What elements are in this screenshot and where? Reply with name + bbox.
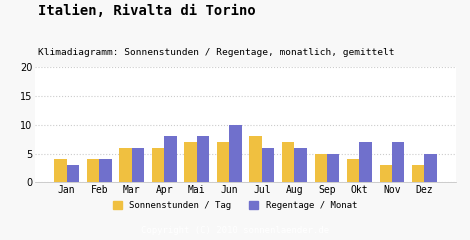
- Bar: [99, 159, 111, 182]
- Bar: [282, 142, 294, 182]
- Bar: [229, 125, 242, 182]
- Text: Copyright (C) 2010 sonnenlaender.de: Copyright (C) 2010 sonnenlaender.de: [141, 226, 329, 235]
- Bar: [164, 136, 177, 182]
- Bar: [380, 165, 392, 182]
- Bar: [250, 136, 262, 182]
- Bar: [424, 154, 437, 182]
- Bar: [55, 159, 67, 182]
- Text: Klimadiagramm: Sonnenstunden / Regentage, monatlich, gemittelt: Klimadiagramm: Sonnenstunden / Regentage…: [38, 48, 394, 57]
- Bar: [347, 159, 360, 182]
- Bar: [294, 148, 307, 182]
- Bar: [412, 165, 424, 182]
- Bar: [217, 142, 229, 182]
- Bar: [184, 142, 197, 182]
- Bar: [119, 148, 132, 182]
- Bar: [392, 142, 404, 182]
- Bar: [87, 159, 99, 182]
- Bar: [197, 136, 209, 182]
- Text: Italien, Rivalta di Torino: Italien, Rivalta di Torino: [38, 4, 255, 18]
- Bar: [314, 154, 327, 182]
- Bar: [262, 148, 274, 182]
- Bar: [67, 165, 79, 182]
- Bar: [360, 142, 372, 182]
- Legend: Sonnenstunden / Tag, Regentage / Monat: Sonnenstunden / Tag, Regentage / Monat: [110, 198, 360, 214]
- Bar: [152, 148, 164, 182]
- Bar: [132, 148, 144, 182]
- Bar: [327, 154, 339, 182]
